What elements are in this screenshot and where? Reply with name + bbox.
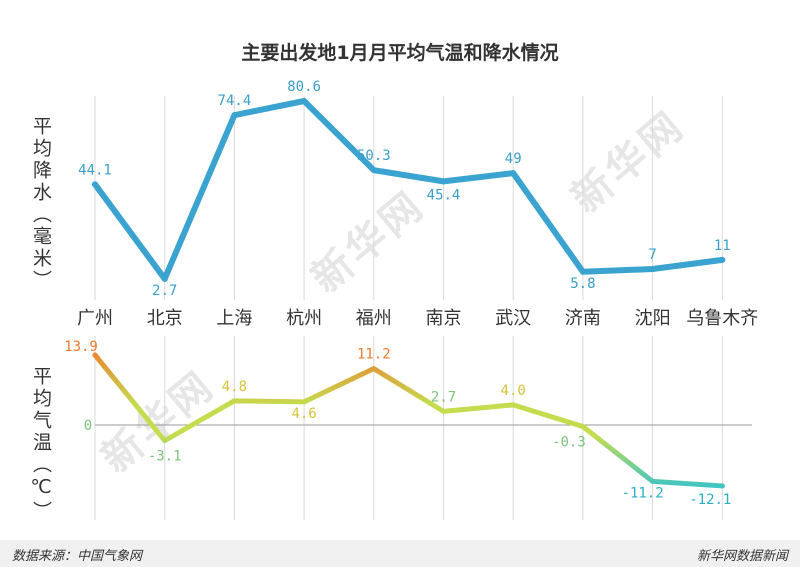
temp-y-axis-label: 平均气温（℃）	[30, 366, 52, 523]
temp-data-label: -0.3	[552, 435, 586, 451]
rain-series-line	[92, 98, 726, 282]
temp-point	[441, 408, 446, 414]
temp-data-label: 11.2	[357, 347, 391, 363]
category-tick-label: 沈阳	[635, 308, 671, 329]
rain-point	[231, 112, 238, 119]
temp-data-label: 4.0	[501, 383, 526, 399]
temp-zero-label: 0	[84, 418, 92, 434]
temp-point	[371, 366, 377, 372]
rain-data-label: 50.3	[357, 148, 391, 164]
category-tick-label: 杭州	[286, 308, 322, 329]
temp-data-label: -11.2	[622, 485, 664, 501]
credit: 新华网数据新闻	[696, 549, 788, 564]
rain-point	[510, 170, 517, 177]
chart-title: 主要出发地1月月平均气温和降水情况	[241, 42, 559, 64]
rain-y-axis-label: 平均降水（毫米）	[30, 116, 52, 292]
data-source: 数据来源：中国气象网	[12, 549, 143, 564]
temp-series-line	[92, 352, 725, 489]
rain-point	[579, 268, 586, 275]
rain-data-label: 5.8	[570, 276, 595, 292]
temp-point	[650, 478, 656, 484]
rain-data-label: 74.4	[218, 93, 252, 109]
temp-data-label: -3.1	[148, 449, 182, 465]
rain-point	[301, 98, 308, 104]
rain-data-label: 44.1	[78, 162, 112, 178]
rain-point	[370, 167, 377, 174]
rain-data-label: 49	[505, 151, 522, 167]
category-tick-label: 广州	[77, 308, 113, 329]
temp-point	[162, 438, 168, 444]
rain-point	[719, 256, 726, 263]
category-tick-label: 乌鲁木齐	[686, 308, 758, 329]
category-tick-label: 上海	[216, 308, 252, 329]
temp-point	[510, 402, 516, 408]
temp-point	[580, 424, 586, 430]
temp-data-label: 4.6	[291, 406, 316, 422]
chart-svg: 44.1 2.7 74.4 80.6 50.3 45.4 49 5.8 7 11 广州 北京 上海 杭州 福…	[64, 79, 758, 520]
rain-data-label: 7	[648, 247, 656, 263]
rain-point	[440, 178, 447, 185]
temp-point	[301, 399, 307, 405]
rain-point	[161, 275, 168, 282]
temp-data-label: 4.8	[222, 379, 247, 395]
rain-data-label: 2.7	[152, 283, 177, 299]
category-tick-label: 福州	[356, 308, 392, 329]
category-tick-label: 武汉	[495, 308, 531, 329]
temp-point	[92, 352, 98, 358]
temp-point	[719, 483, 725, 489]
temp-data-label: 13.9	[64, 339, 98, 355]
temp-data-label: 2.7	[431, 389, 456, 405]
footer-bar: 数据来源：中国气象网 新华网数据新闻	[0, 540, 800, 567]
rain-data-label: 11	[714, 238, 731, 254]
rain-data-label: 80.6	[287, 79, 321, 95]
rain-point	[92, 181, 98, 188]
temp-data-label: -12.1	[689, 492, 731, 508]
rain-point	[649, 266, 656, 273]
category-tick-label: 济南	[565, 308, 601, 329]
category-tick-label: 北京	[147, 308, 183, 329]
category-tick-label: 南京	[426, 308, 462, 329]
temp-point	[231, 398, 237, 404]
rain-data-label: 45.4	[427, 187, 461, 203]
